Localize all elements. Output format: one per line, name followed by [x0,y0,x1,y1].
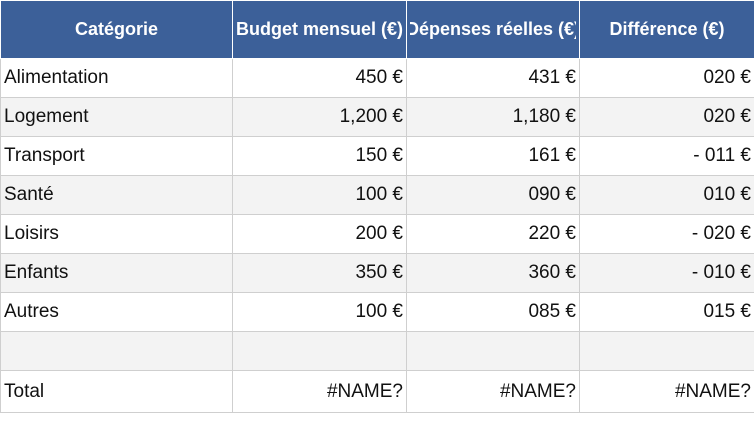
value-cell: 220 € [406,214,580,254]
value-cell: - 020 € [579,214,754,254]
value-cell: 150 € [232,136,407,176]
label-cell: Transport [0,136,233,176]
budget-table: Catégorie Budget mensuel (€) Dépenses réel… [0,0,754,413]
label-cell: Autres [0,292,233,332]
empty-cell [579,331,754,371]
header-text: Dépenses réelles (€) [410,19,576,39]
data-row: Loisirs 200 €220 € - 020 € [0,214,754,254]
header-clip: Dépenses réelles (€) [410,19,576,40]
header-text: Catégorie [74,19,159,39]
label-cell: Enfants [0,253,233,293]
total-row: Total #NAME? #NAME? #NAME? [0,370,754,413]
value-cell: 450 € [232,58,407,98]
label-cell: Total [0,370,233,413]
data-row: Enfants 350 €360 € - 010 € [0,253,754,293]
value-cell: 200 € [232,214,407,254]
label-cell: Santé [0,175,233,215]
value-cell: 020 € [579,58,754,98]
header-clip: Budget mensuel (€) [236,19,403,40]
label-cell: Logement [0,97,233,137]
value-cell: 090 € [406,175,580,215]
header-cell: Budget mensuel (€) [232,0,407,59]
header-clip: Catégorie [4,19,229,40]
data-row: Transport 150 €161 € - 011 € [0,136,754,176]
data-row: Santé 100 €090 €010 € [0,175,754,215]
value-cell: - 011 € [579,136,754,176]
empty-cell [232,331,407,371]
value-cell: #NAME? [232,370,407,413]
value-cell: 360 € [406,253,580,293]
label-cell: Loisirs [0,214,233,254]
header-row: Catégorie Budget mensuel (€) Dépenses réel… [0,0,754,59]
value-cell: #NAME? [579,370,754,413]
value-cell: 010 € [579,175,754,215]
header-text: Différence (€) [609,19,725,39]
data-row: Logement 1,200 €1,180 €020 € [0,97,754,137]
value-cell: 1,180 € [406,97,580,137]
value-cell: #NAME? [406,370,580,413]
header-text: Budget mensuel (€) [236,19,403,39]
value-cell: 020 € [579,97,754,137]
value-cell: 350 € [232,253,407,293]
header-clip: Différence (€) [583,19,751,40]
empty-cell [406,331,580,371]
header-cell: Catégorie [0,0,233,59]
empty-row [0,331,754,371]
label-cell: Alimentation [0,58,233,98]
data-row: Alimentation 450 €431 €020 € [0,58,754,98]
value-cell: 100 € [232,292,407,332]
value-cell: - 010 € [579,253,754,293]
value-cell: 100 € [232,175,407,215]
value-cell: 431 € [406,58,580,98]
value-cell: 161 € [406,136,580,176]
data-row: Autres 100 €085 €015 € [0,292,754,332]
value-cell: 1,200 € [232,97,407,137]
header-cell: Dépenses réelles (€) [406,0,580,59]
value-cell: 015 € [579,292,754,332]
empty-cell [0,331,233,371]
value-cell: 085 € [406,292,580,332]
table-body: Alimentation 450 €431 €020 € Logement 1,200… [0,58,754,413]
header-cell: Différence (€) [579,0,754,59]
